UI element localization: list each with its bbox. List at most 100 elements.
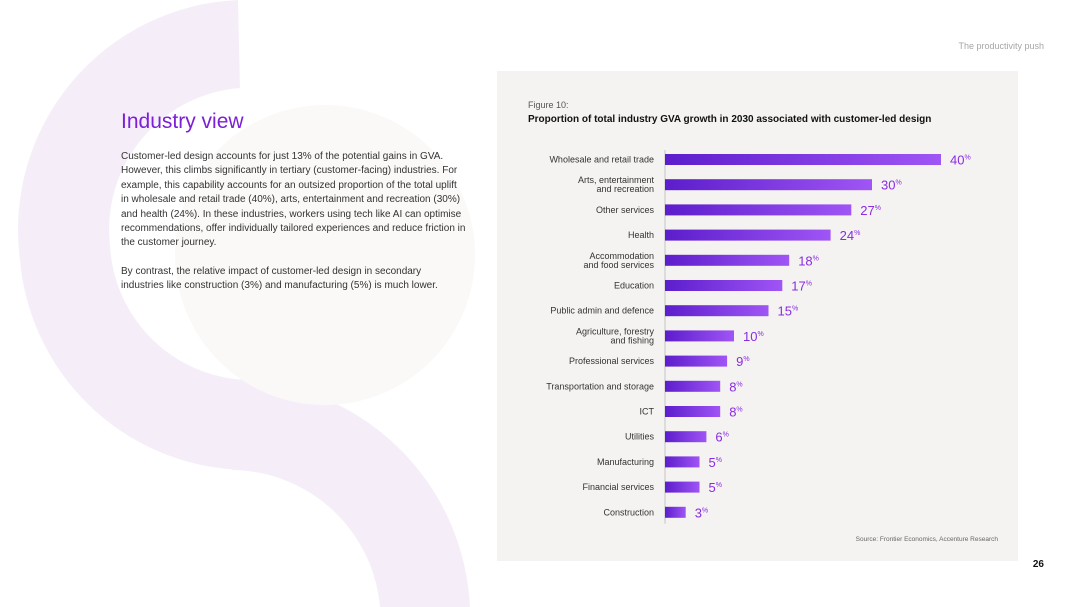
data-label-unit: % — [792, 306, 798, 313]
data-label-unit: % — [743, 356, 749, 363]
bar — [665, 204, 852, 216]
data-label-value: 10 — [743, 329, 757, 344]
data-label: 18% — [798, 253, 819, 268]
category-label-line: Financial services — [582, 482, 654, 492]
category-label-line: Other services — [596, 205, 655, 215]
data-label: 30% — [881, 178, 902, 193]
data-label-value: 30 — [881, 178, 895, 193]
bar — [665, 330, 734, 342]
data-label: 24% — [840, 228, 861, 243]
data-label-value: 40 — [950, 153, 964, 168]
figure-label: Figure 10: — [528, 100, 569, 110]
bar — [665, 179, 872, 191]
data-label-value: 8 — [729, 405, 736, 420]
data-label-value: 24 — [840, 228, 854, 243]
bar — [665, 280, 783, 291]
category-label-line: and food services — [583, 260, 654, 270]
data-label-value: 8 — [729, 379, 736, 394]
data-label-unit: % — [736, 381, 742, 388]
category-label: ICT — [640, 407, 655, 417]
data-label: 8% — [729, 405, 742, 420]
category-label-line: Utilities — [625, 432, 655, 442]
bar — [665, 355, 728, 367]
category-label-line: Arts, entertainment — [578, 175, 655, 185]
category-label-line: Manufacturing — [597, 457, 654, 467]
data-label-unit: % — [875, 205, 881, 212]
body-paragraph: By contrast, the relative impact of cust… — [121, 265, 438, 292]
data-label-unit: % — [702, 507, 708, 514]
category-label-line: Agriculture, forestry — [576, 326, 655, 336]
data-label: 3% — [695, 505, 708, 520]
chart-panel: Wholesale and retail trade 40% Arts, enter… — [497, 71, 1018, 561]
data-label-value: 17 — [791, 279, 805, 294]
category-label-line: Education — [614, 281, 654, 291]
data-label-value: 6 — [715, 430, 722, 445]
category-label-line: ICT — [640, 407, 655, 417]
data-label-unit: % — [806, 281, 812, 288]
data-label-unit: % — [895, 180, 901, 187]
data-label-unit: % — [723, 432, 729, 439]
data-label: 10% — [743, 329, 764, 344]
decorative-arc-shape — [232, 379, 470, 607]
data-label-unit: % — [757, 331, 763, 338]
category-label: Health — [628, 230, 654, 240]
bar — [665, 305, 769, 317]
data-label: 6% — [715, 430, 728, 445]
category-label: Education — [614, 281, 654, 291]
bar — [665, 229, 831, 241]
data-label: 40% — [950, 153, 971, 168]
category-label: Professional services — [569, 356, 655, 366]
category-label: Agriculture, forestry and fishing — [576, 326, 655, 345]
data-label: 5% — [709, 455, 722, 470]
data-label-unit: % — [964, 155, 970, 162]
category-label: Utilities — [625, 432, 655, 442]
bar — [665, 431, 707, 443]
source-note: Source: Frontier Economics, Accenture Re… — [855, 536, 998, 543]
bar — [665, 154, 941, 165]
header-label: The productivity push — [958, 41, 1044, 51]
category-label: Other services — [596, 205, 655, 215]
category-label-line: Wholesale and retail trade — [549, 155, 654, 165]
bar — [665, 406, 721, 417]
data-label-value: 5 — [709, 480, 716, 495]
page-number: 26 — [1032, 559, 1044, 570]
category-label: Public admin and defence — [550, 306, 654, 316]
data-label-unit: % — [813, 255, 819, 262]
data-label-unit: % — [736, 407, 742, 414]
category-label: Transportation and storage — [546, 381, 654, 391]
section-title: Industry view — [121, 110, 244, 133]
data-label-unit: % — [716, 457, 722, 464]
data-label-unit: % — [854, 230, 860, 237]
category-label: Accommodation and food services — [583, 251, 654, 270]
category-label-line: and fishing — [610, 335, 654, 345]
body-paragraph: Customer-led design accounts for just 13… — [121, 151, 466, 249]
data-label: 8% — [729, 379, 742, 394]
category-label-line: Transportation and storage — [546, 381, 654, 391]
data-label-value: 5 — [709, 455, 716, 470]
body-copy: Customer-led design accounts for just 13… — [121, 150, 466, 308]
data-label: 15% — [778, 304, 799, 319]
data-label-value: 9 — [736, 354, 743, 369]
category-label-line: Construction — [603, 507, 654, 517]
category-label: Construction — [603, 507, 654, 517]
data-label-value: 18 — [798, 253, 812, 268]
data-label: 27% — [860, 203, 881, 218]
bar — [665, 506, 686, 518]
bar — [665, 254, 790, 266]
bar — [665, 380, 721, 392]
category-label: Financial services — [582, 482, 654, 492]
category-label: Manufacturing — [597, 457, 654, 467]
category-label-line: Professional services — [569, 356, 655, 366]
data-label-unit: % — [716, 482, 722, 489]
category-label: Arts, entertainment and recreation — [578, 175, 655, 194]
bar — [665, 456, 700, 468]
data-label-value: 27 — [860, 203, 874, 218]
data-label-value: 3 — [695, 505, 702, 520]
decorative-circle-shape — [175, 105, 475, 405]
data-label: 17% — [791, 279, 812, 294]
data-label: 5% — [709, 480, 722, 495]
decorative-arc-shape — [18, 0, 256, 471]
category-label-line: Accommodation — [589, 251, 654, 261]
category-label-line: Health — [628, 230, 654, 240]
bar-chart: Wholesale and retail trade 40% Arts, enter… — [546, 150, 971, 524]
